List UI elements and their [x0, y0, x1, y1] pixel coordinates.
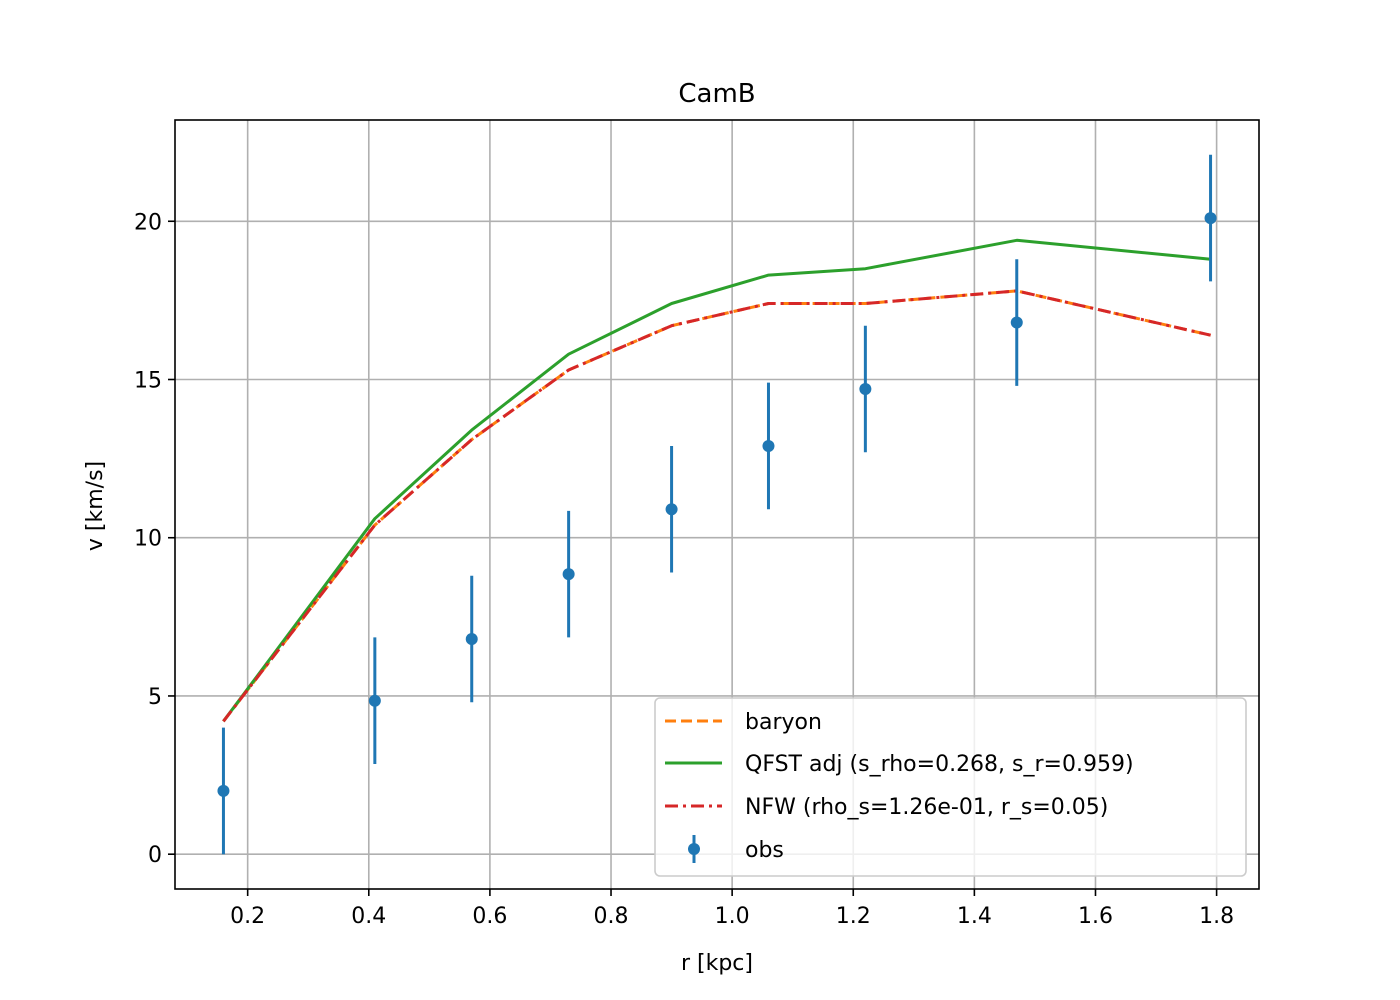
- x-tick-label: 0.2: [230, 904, 265, 929]
- obs-point: [1010, 316, 1023, 329]
- y-tick-label: 15: [134, 368, 162, 393]
- observations-layer: [217, 154, 1217, 855]
- legend: baryon QFST adj (s_rho=0.268, s_r=0.959) N…: [654, 697, 1247, 877]
- legend-label: obs: [745, 838, 784, 863]
- legend-label: NFW (rho_s=1.26e-01, r_s=0.05): [745, 795, 1108, 820]
- series-line-dashdot: [222, 289, 1211, 723]
- x-tick-label: 0.6: [472, 904, 507, 929]
- obs-point: [1204, 212, 1217, 225]
- obs-point: [665, 503, 678, 516]
- legend-label: QFST adj (s_rho=0.268, s_r=0.959): [745, 752, 1134, 777]
- obs-point: [562, 568, 575, 581]
- y-axis-label: v [km/s]: [83, 461, 108, 551]
- obs-point: [762, 439, 775, 452]
- x-axis-label: r [kpc]: [681, 951, 753, 976]
- y-tick-label: 5: [148, 685, 162, 710]
- obs-point: [859, 382, 872, 395]
- x-tick-label: 1.6: [1078, 904, 1113, 929]
- x-tick-label: 1.4: [957, 904, 992, 929]
- y-tick-label: 20: [134, 210, 162, 235]
- x-tick-label: 1.8: [1199, 904, 1234, 929]
- y-tick-label: 10: [134, 527, 162, 552]
- ticks: 0.2 0.4 0.6 0.8 1.0 1.2 1.4 1.6 1.8 0 5 10 15 20: [134, 210, 1234, 929]
- series-layer: [222, 238, 1211, 723]
- y-tick-label: 0: [148, 843, 162, 868]
- legend-label: baryon: [745, 710, 822, 735]
- x-tick-label: 0.4: [351, 904, 386, 929]
- x-tick-label: 1.0: [715, 904, 750, 929]
- obs-point: [368, 694, 381, 707]
- x-tick-label: 0.8: [594, 904, 629, 929]
- series-line-solid: [222, 238, 1211, 723]
- legend-box: [654, 697, 1247, 877]
- x-tick-label: 1.2: [836, 904, 871, 929]
- obs-point: [465, 632, 478, 645]
- plot-frame: [174, 119, 1260, 890]
- chart-title: CamB: [678, 79, 755, 109]
- obs-point: [217, 784, 230, 797]
- legend-swatch-obs-marker: [688, 843, 700, 855]
